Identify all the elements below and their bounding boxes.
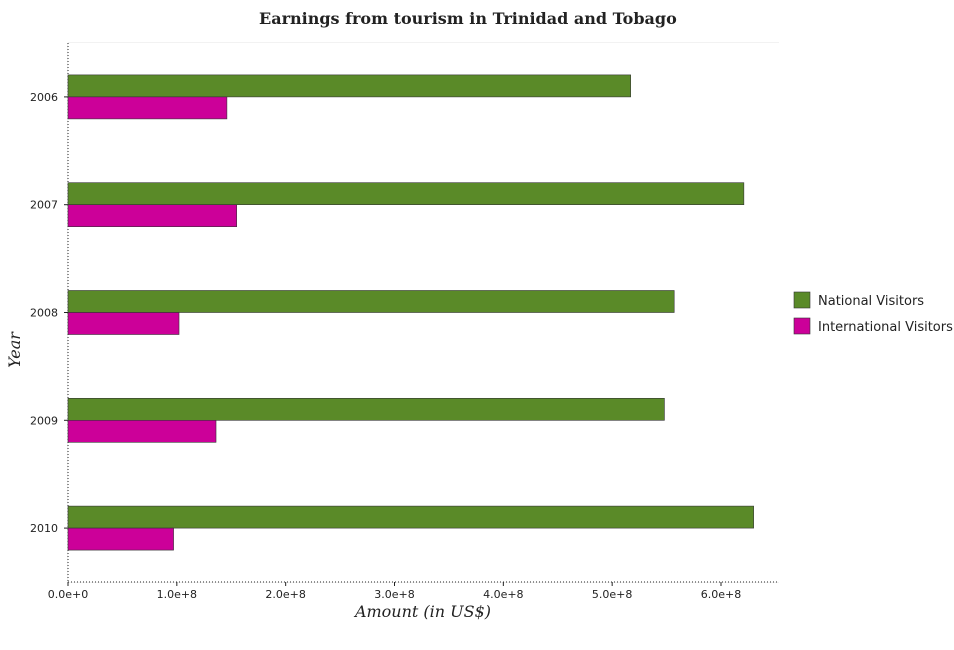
x-tick-label: 3.0e+8 (374, 588, 414, 601)
y-tick-label: 2006 (30, 91, 58, 104)
x-tick-label: 2.0e+8 (265, 588, 305, 601)
bar-international-visitors-2006 (67, 96, 228, 120)
y-tick-label: 2007 (30, 199, 58, 212)
y-tick-label: 2010 (30, 522, 58, 535)
bars (67, 74, 754, 551)
y-tick-label: 2009 (30, 414, 58, 427)
bar-international-visitors-2007 (67, 204, 237, 227)
chart-title: Earnings from tourism in Trinidad and To… (259, 9, 677, 28)
x-tick-label: 1.0e+8 (157, 588, 197, 601)
legend-swatch-international-visitors (793, 317, 811, 335)
bar-international-visitors-2010 (67, 527, 174, 551)
bar-national-visitors-2006 (67, 74, 631, 98)
x-axis-ticks: 0.0e+0 1.0e+8 2.0e+8 3.0e+8 4.0e+8 5.0e+8 6.0e… (48, 582, 741, 601)
bar-international-visitors-2008 (67, 312, 180, 335)
x-tick-label: 6.0e+8 (701, 588, 741, 601)
x-tick-label: 5.0e+8 (592, 588, 632, 601)
legend: National Visitors International Visitors (793, 291, 953, 335)
x-axis-label: Amount (in US$) (353, 602, 491, 621)
legend-swatch-national-visitors (793, 291, 811, 309)
bar-national-visitors-2009 (67, 397, 665, 421)
bar-national-visitors-2008 (67, 290, 675, 313)
legend-label: National Visitors (818, 294, 924, 309)
y-axis-label: Year (5, 331, 24, 368)
y-tick-label: 2008 (30, 307, 58, 320)
x-tick-label: 0.0e+0 (48, 588, 88, 601)
bar-national-visitors-2010 (67, 505, 754, 529)
y-axis-ticks: 2006 2007 2008 2009 2010 (30, 91, 68, 535)
x-tick-label: 4.0e+8 (483, 588, 523, 601)
bar-national-visitors-2007 (67, 182, 745, 205)
bar-international-visitors-2009 (67, 419, 217, 443)
legend-label: International Visitors (818, 320, 953, 335)
